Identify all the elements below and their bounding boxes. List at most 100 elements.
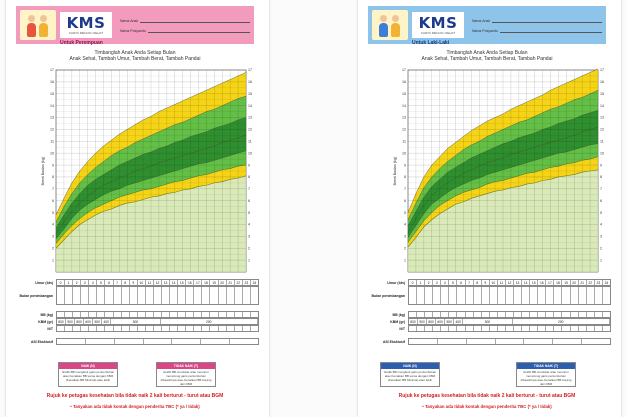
table-cell[interactable]: 0 <box>409 280 418 285</box>
table-cell[interactable]: 14 <box>522 280 531 285</box>
table-cell[interactable] <box>466 312 474 317</box>
table-cell[interactable]: 22 <box>587 280 595 285</box>
table-cell[interactable] <box>122 326 130 331</box>
table-cell[interactable]: 1 <box>65 280 74 285</box>
table-cell[interactable] <box>162 312 171 317</box>
table-cell[interactable] <box>546 312 555 317</box>
table-cell[interactable]: 12 <box>154 280 163 285</box>
table-cell[interactable] <box>210 326 219 331</box>
table-cell[interactable] <box>554 326 563 331</box>
table-cell[interactable] <box>138 312 146 317</box>
table-cell[interactable] <box>251 326 258 331</box>
table-cell[interactable]: 5 <box>449 280 458 285</box>
table-cell[interactable] <box>514 326 523 331</box>
table-cell[interactable]: 4 <box>89 280 98 285</box>
table-cell[interactable]: 1 <box>417 280 426 285</box>
table-cell[interactable]: 18 <box>202 280 211 285</box>
table-cell[interactable]: 24 <box>604 281 609 285</box>
table-cell[interactable] <box>172 339 202 344</box>
table-cell[interactable] <box>170 312 179 317</box>
table-cell[interactable] <box>154 287 163 304</box>
table-cell[interactable] <box>433 287 442 304</box>
asi-row[interactable] <box>56 338 259 345</box>
table-cell[interactable] <box>227 287 235 304</box>
table-cell[interactable] <box>89 312 98 317</box>
table-cell[interactable] <box>530 287 539 304</box>
table-cell[interactable] <box>409 312 418 317</box>
table-cell[interactable]: 3 <box>433 280 442 285</box>
month-row[interactable] <box>408 286 611 305</box>
table-cell[interactable] <box>571 287 579 304</box>
table-cell[interactable] <box>482 287 490 304</box>
table-cell[interactable] <box>490 287 498 304</box>
table-cell[interactable] <box>562 312 571 317</box>
table-cell[interactable]: 15 <box>178 280 187 285</box>
table-cell[interactable] <box>522 326 531 331</box>
table-cell[interactable]: 19 <box>562 280 571 285</box>
table-cell[interactable]: 21 <box>227 280 235 285</box>
table-cell[interactable] <box>130 312 138 317</box>
posyandu-name-field[interactable]: Nama Posyandu <box>472 28 602 33</box>
table-cell[interactable] <box>490 312 498 317</box>
table-cell[interactable] <box>433 312 442 317</box>
table-cell[interactable] <box>474 287 482 304</box>
table-cell[interactable] <box>235 326 243 331</box>
table-cell[interactable] <box>546 326 555 331</box>
table-cell[interactable] <box>115 339 144 344</box>
table-cell[interactable] <box>86 339 115 344</box>
table-cell[interactable] <box>562 287 571 304</box>
table-cell[interactable] <box>65 326 74 331</box>
child-name-field[interactable]: Nama Anak <box>120 18 250 23</box>
table-cell[interactable] <box>178 312 187 317</box>
table-cell[interactable] <box>474 312 482 317</box>
table-cell[interactable] <box>65 287 74 304</box>
table-cell[interactable] <box>538 312 547 317</box>
table-cell[interactable] <box>170 326 179 331</box>
table-cell[interactable] <box>522 312 531 317</box>
table-cell[interactable] <box>482 312 490 317</box>
table-cell[interactable] <box>73 326 82 331</box>
table-cell[interactable]: 13 <box>514 280 523 285</box>
table-cell[interactable] <box>97 326 106 331</box>
table-cell[interactable] <box>202 287 211 304</box>
table-cell[interactable] <box>441 287 450 304</box>
table-cell[interactable] <box>587 287 595 304</box>
nt-row[interactable] <box>56 325 259 332</box>
table-cell[interactable] <box>425 287 434 304</box>
table-cell[interactable]: 4 <box>441 280 450 285</box>
table-cell[interactable]: 6 <box>457 280 466 285</box>
table-cell[interactable] <box>467 339 496 344</box>
table-cell[interactable]: 7 <box>114 280 122 285</box>
table-cell[interactable]: 11 <box>146 280 154 285</box>
table-cell[interactable] <box>210 287 219 304</box>
table-cell[interactable] <box>122 287 130 304</box>
month-row[interactable] <box>56 286 259 305</box>
table-cell[interactable] <box>227 326 235 331</box>
table-cell[interactable] <box>122 312 130 317</box>
table-cell[interactable] <box>251 287 258 304</box>
table-cell[interactable]: 17 <box>194 280 203 285</box>
table-cell[interactable]: 9 <box>482 280 490 285</box>
table-cell[interactable] <box>138 287 146 304</box>
table-cell[interactable] <box>105 312 114 317</box>
table-cell[interactable] <box>595 287 603 304</box>
table-cell[interactable] <box>178 287 187 304</box>
table-cell[interactable] <box>522 287 531 304</box>
table-cell[interactable]: 20 <box>571 280 579 285</box>
table-cell[interactable] <box>154 326 163 331</box>
table-cell[interactable] <box>514 287 523 304</box>
table-cell[interactable] <box>595 312 603 317</box>
table-cell[interactable] <box>530 312 539 317</box>
table-cell[interactable] <box>449 312 458 317</box>
table-cell[interactable] <box>441 312 450 317</box>
table-cell[interactable] <box>235 312 243 317</box>
table-cell[interactable] <box>546 287 555 304</box>
table-cell[interactable] <box>409 287 418 304</box>
table-cell[interactable] <box>146 326 154 331</box>
child-name-field[interactable]: Nama Anak <box>472 18 602 23</box>
table-cell[interactable] <box>114 326 122 331</box>
table-cell[interactable]: 23 <box>243 280 251 285</box>
table-cell[interactable] <box>130 287 138 304</box>
table-cell[interactable] <box>170 287 179 304</box>
table-cell[interactable] <box>202 326 211 331</box>
